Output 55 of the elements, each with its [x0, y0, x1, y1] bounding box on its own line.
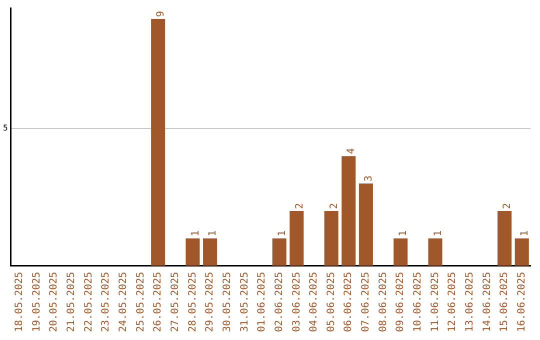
x-tick-label: 14.06.2025 — [482, 272, 493, 332]
data-label: 9 — [156, 10, 167, 17]
data-label: 1 — [398, 230, 410, 236]
x-tick-label: 15.06.2025 — [499, 272, 510, 332]
x-tick-label: 12.06.2025 — [447, 272, 458, 332]
bar — [290, 210, 304, 266]
x-tick-label: 19.05.2025 — [31, 272, 42, 332]
x-tick-label: 07.06.2025 — [360, 272, 372, 332]
x-tick-label: 05.06.2025 — [326, 272, 337, 332]
x-tick-label: 27.05.2025 — [170, 272, 181, 332]
bar — [358, 184, 373, 266]
x-tick-label: 24.05.2025 — [118, 272, 130, 332]
x-tick-label: 03.06.2025 — [291, 272, 302, 332]
x-tick-label: 09.06.2025 — [395, 272, 406, 332]
bar — [272, 238, 286, 266]
bar — [394, 238, 408, 266]
x-tick-label: 22.05.2025 — [83, 272, 94, 332]
data-label: 3 — [364, 175, 375, 182]
x-tick-label: 04.06.2025 — [308, 272, 320, 332]
x-tick-label: 25.05.2025 — [135, 272, 146, 332]
x-tick-label: 23.05.2025 — [100, 272, 112, 332]
data-label: 1 — [208, 230, 219, 236]
x-tick-label: 13.06.2025 — [464, 272, 476, 332]
x-tick-label: 20.05.2025 — [48, 272, 60, 332]
x-tick-label: 11.06.2025 — [430, 272, 441, 332]
x-tick-label: 18.05.2025 — [14, 272, 26, 332]
x-tick-label: 21.05.2025 — [66, 272, 78, 332]
x-tick-label: 10.06.2025 — [412, 272, 424, 332]
bar — [342, 156, 356, 266]
x-tick-label: 01.06.2025 — [256, 272, 268, 332]
data-label: 1 — [190, 230, 202, 236]
x-tick-label: 29.05.2025 — [204, 272, 216, 332]
bar — [498, 210, 512, 266]
data-label: 1 — [276, 230, 288, 236]
x-tick-label: 08.06.2025 — [378, 272, 389, 332]
data-label: 2 — [502, 202, 514, 209]
bar — [203, 238, 218, 266]
x-tick-label: 26.05.2025 — [152, 272, 164, 332]
x-tick-label: 02.06.2025 — [274, 272, 285, 332]
data-label: 1 — [519, 230, 530, 236]
x-tick-label: 06.06.2025 — [343, 272, 354, 332]
data-label: 1 — [432, 230, 444, 236]
data-label: 2 — [328, 202, 340, 209]
bar — [428, 238, 442, 266]
bar — [324, 210, 338, 266]
y-tick-label: 5 — [2, 124, 8, 133]
x-tick-label: 16.06.2025 — [516, 272, 528, 332]
x-tick-label: 31.05.2025 — [239, 272, 250, 332]
data-label: 2 — [294, 202, 306, 209]
bar — [151, 18, 166, 266]
data-label: 4 — [346, 148, 358, 154]
bar — [514, 238, 529, 266]
bar — [186, 238, 200, 266]
x-tick-label: 28.05.2025 — [187, 272, 198, 332]
x-tick-label: 30.05.2025 — [222, 272, 233, 332]
